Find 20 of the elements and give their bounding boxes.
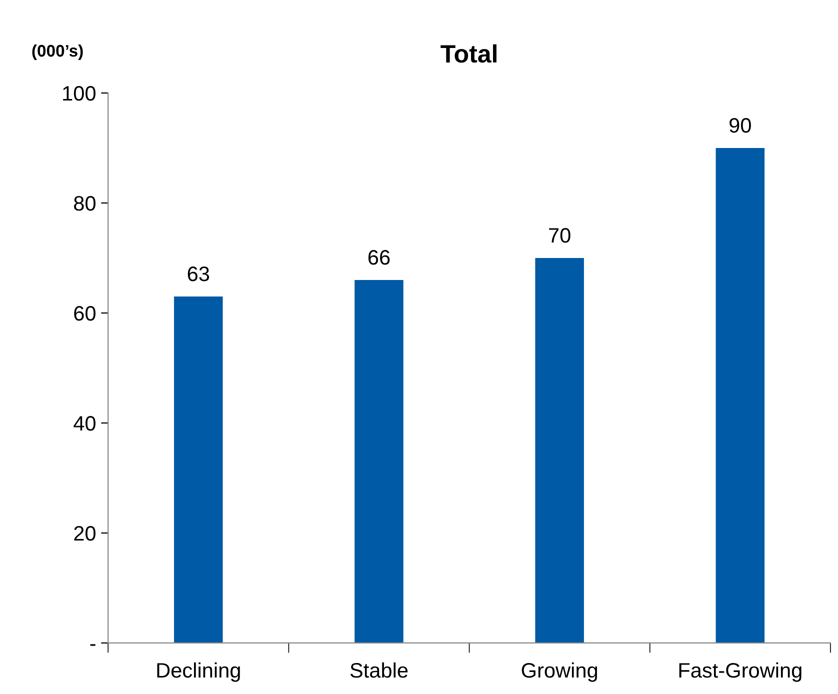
y-tick-label: - [90, 644, 96, 646]
data-label: 90 [730, 118, 751, 133]
bar [174, 296, 223, 643]
y-tick-label: 60 [74, 306, 96, 321]
y-tick-label: 80 [74, 196, 96, 211]
bar [354, 280, 404, 643]
data-label: 66 [368, 250, 390, 265]
y-tick-label: 40 [74, 416, 96, 431]
x-tick-label: Declining [157, 662, 240, 682]
data-label: 63 [188, 266, 210, 282]
bar [535, 258, 584, 643]
y-tick-label: 20 [74, 526, 96, 541]
y-tick-label: 100 [63, 86, 96, 101]
chart-title: Total [440, 44, 496, 63]
y-axis-title: (000’s) [32, 44, 83, 60]
x-tick-label: Growing [522, 662, 598, 682]
data-label: 70 [549, 228, 570, 243]
bar [716, 148, 765, 643]
x-tick-label: Stable [350, 662, 408, 678]
x-tick-label: Fast-Growing [679, 662, 802, 682]
